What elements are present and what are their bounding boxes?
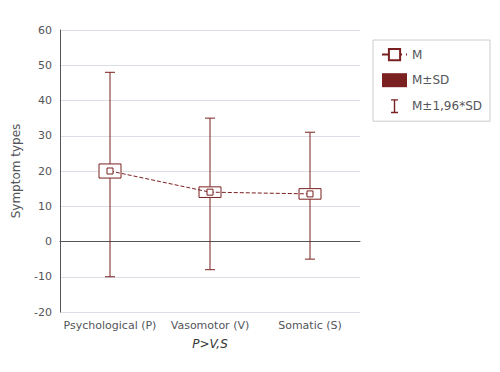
svg-text:M±SD: M±SD [412, 73, 449, 87]
svg-text:40: 40 [38, 94, 52, 107]
svg-text:-10: -10 [34, 270, 52, 283]
svg-text:M±1,96*SD: M±1,96*SD [412, 99, 482, 113]
svg-text:50: 50 [38, 59, 52, 72]
svg-text:Symptom types: Symptom types [9, 124, 23, 219]
svg-text:Vasomotor (V): Vasomotor (V) [171, 319, 250, 332]
svg-text:0: 0 [45, 235, 52, 248]
svg-text:Somatic (S): Somatic (S) [278, 319, 342, 332]
svg-text:20: 20 [38, 165, 52, 178]
svg-text:-20: -20 [34, 306, 52, 319]
svg-text:Psychological (P): Psychological (P) [64, 319, 157, 332]
svg-text:P>V,S: P>V,S [192, 337, 228, 351]
svg-text:M: M [412, 48, 422, 62]
svg-text:30: 30 [38, 129, 52, 142]
svg-text:10: 10 [38, 200, 52, 213]
svg-text:60: 60 [38, 24, 52, 37]
